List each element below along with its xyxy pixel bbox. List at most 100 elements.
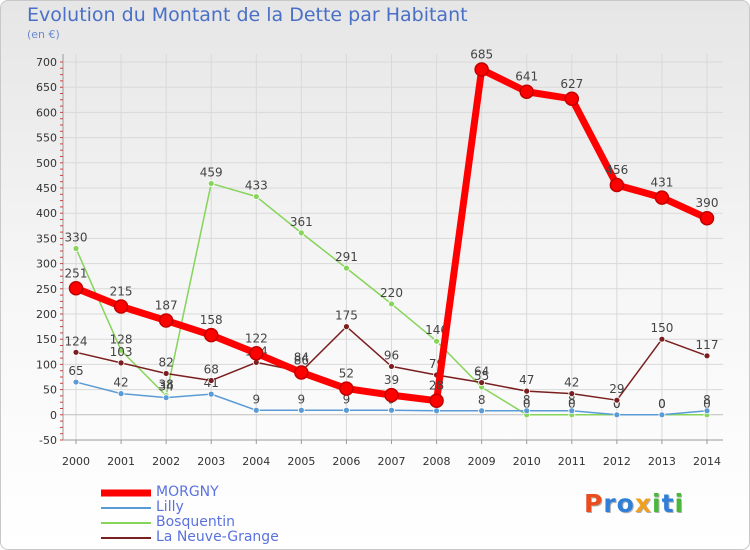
data-point	[72, 348, 80, 356]
data-label: 68	[204, 363, 219, 377]
data-label: 86	[294, 353, 309, 367]
data-label: 103	[110, 345, 133, 359]
data-point	[658, 335, 666, 343]
data-point	[294, 365, 309, 380]
data-label: 96	[384, 348, 399, 362]
data-label: 55	[474, 369, 489, 383]
data-point	[207, 377, 215, 384]
data-point	[429, 393, 444, 408]
data-point	[613, 396, 621, 404]
data-label: 641	[515, 70, 538, 84]
data-point	[162, 370, 170, 377]
data-label: 187	[155, 299, 178, 313]
data-point	[343, 323, 350, 331]
data-label: 459	[200, 165, 223, 179]
legend-swatch	[101, 536, 151, 539]
data-point	[564, 91, 580, 107]
y-tick-label: 300	[36, 258, 57, 271]
data-label: 9	[298, 392, 306, 406]
data-label: 84	[294, 350, 309, 364]
legend-label: MORGNY	[156, 484, 219, 500]
data-point	[249, 346, 264, 361]
legend-label: La Neuve-Grange	[156, 529, 279, 545]
data-point	[654, 190, 670, 205]
data-label: 29	[609, 382, 624, 396]
data-point	[343, 406, 350, 414]
data-point	[388, 406, 395, 414]
x-tick-label: 2000	[62, 455, 90, 468]
data-label: 47	[519, 373, 534, 387]
data-label: 64	[474, 365, 489, 379]
y-tick-label: 50	[43, 384, 57, 397]
legend-swatch	[101, 521, 151, 524]
data-point	[703, 407, 711, 415]
data-point	[117, 390, 125, 398]
data-label: 117	[696, 338, 719, 352]
legend-item: MORGNY	[101, 484, 401, 500]
y-tick-label: 100	[36, 358, 57, 371]
data-point	[162, 394, 170, 402]
legend-item: Lilly	[101, 499, 401, 515]
x-tick-label: 2002	[152, 455, 180, 468]
data-label: 0	[658, 397, 666, 411]
y-tick-label: 0	[50, 409, 57, 422]
data-point	[609, 177, 625, 193]
data-point	[478, 407, 486, 415]
data-label: 175	[335, 309, 358, 323]
proxiti-logo: Proxiti	[584, 489, 684, 518]
y-tick-label: 150	[36, 333, 57, 346]
data-point	[297, 406, 305, 414]
x-tick-label: 2004	[242, 455, 270, 468]
data-point	[523, 407, 531, 415]
y-tick-label: 200	[36, 308, 57, 321]
data-label: 9	[252, 392, 260, 406]
data-point	[203, 327, 219, 343]
data-label: 65	[68, 364, 83, 378]
legend-label: Bosquentin	[156, 514, 235, 530]
data-point	[478, 379, 486, 386]
data-point	[433, 337, 440, 345]
data-point	[613, 411, 621, 419]
x-tick-label: 2009	[468, 455, 496, 468]
x-tick-label: 2011	[558, 455, 586, 468]
data-point	[568, 407, 576, 415]
data-label: 390	[696, 196, 719, 210]
data-point	[384, 387, 399, 403]
data-point	[72, 378, 80, 386]
data-label: 122	[245, 331, 268, 345]
x-tick-label: 2014	[693, 455, 721, 468]
data-point	[568, 390, 576, 398]
data-point	[117, 346, 125, 354]
data-label: 291	[335, 250, 358, 264]
y-tick-label: 350	[36, 232, 57, 245]
x-tick-label: 2007	[378, 455, 406, 468]
y-tick-label: 550	[36, 132, 57, 145]
data-label: 42	[113, 376, 128, 390]
data-label: 220	[380, 286, 403, 300]
data-label: 0	[523, 397, 531, 411]
chart-title: Evolution du Montant de la Dette par Hab…	[27, 4, 468, 26]
legend-item: Bosquentin	[101, 514, 401, 530]
data-label: 8	[568, 393, 576, 407]
logo-letter: i	[674, 489, 685, 518]
data-point	[433, 407, 440, 415]
data-point	[703, 352, 711, 360]
data-point	[158, 313, 174, 328]
data-label: 39	[384, 373, 399, 387]
data-label: 42	[564, 376, 579, 390]
data-label: 38	[159, 378, 174, 392]
data-label: 52	[339, 367, 354, 381]
x-tick-label: 2008	[423, 455, 451, 468]
y-tick-label: 650	[36, 81, 57, 94]
x-tick-label: 2005	[287, 455, 315, 468]
data-point	[252, 406, 260, 414]
legend-swatch	[101, 506, 151, 509]
x-tick-label: 2006	[332, 455, 360, 468]
data-label: 28	[429, 379, 444, 393]
legend-item: La Neuve-Grange	[101, 529, 401, 545]
data-point	[207, 180, 215, 187]
x-tick-label: 2001	[107, 455, 135, 468]
logo-letter: P	[584, 489, 604, 518]
data-point	[388, 363, 395, 370]
data-point	[207, 390, 215, 398]
